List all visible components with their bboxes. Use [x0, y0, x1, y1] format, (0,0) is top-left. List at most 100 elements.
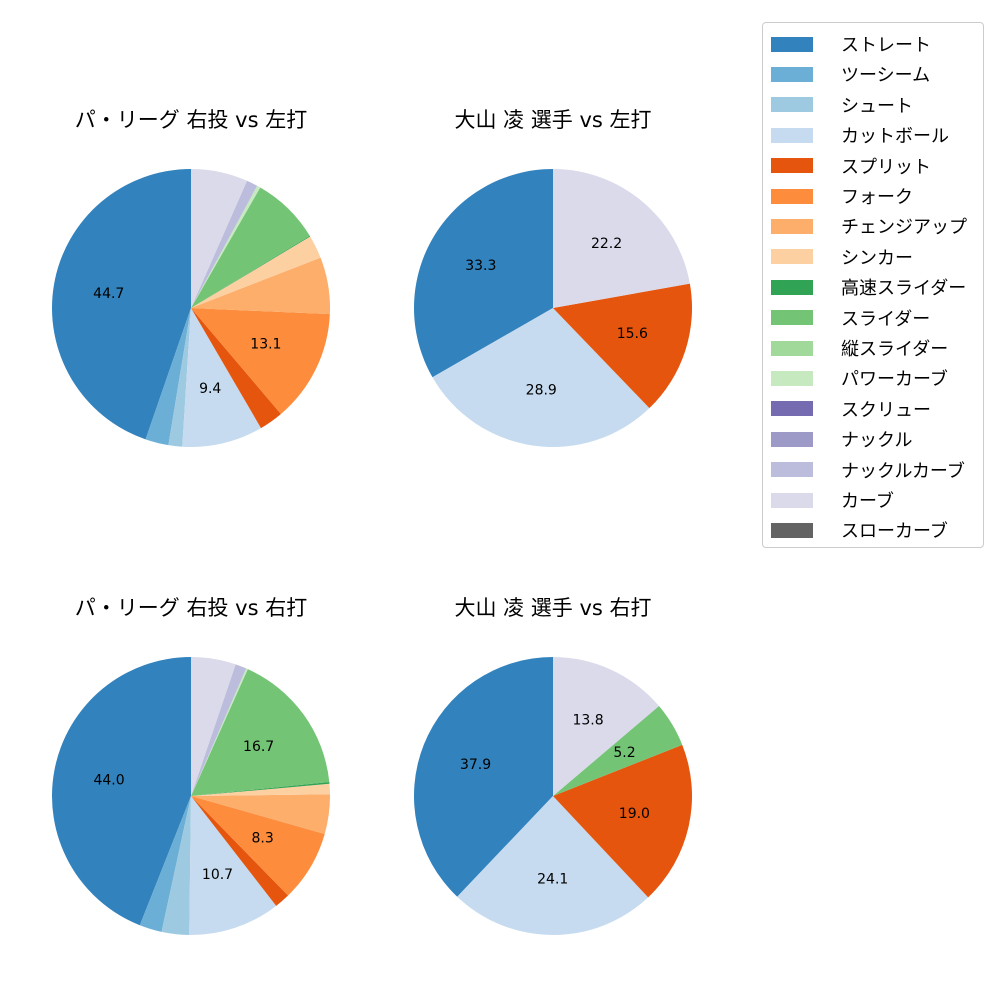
- pie-slice: [191, 308, 281, 429]
- pie-slice: [189, 796, 277, 935]
- pie-slice: [191, 783, 330, 796]
- legend-label: シュート: [841, 95, 913, 117]
- pie-slice: [191, 185, 261, 308]
- legend-label: スローカーブ: [841, 521, 948, 543]
- slice-value-label: 44.7: [93, 286, 124, 302]
- legend-label: スプリット: [841, 156, 931, 178]
- pie-slice: [191, 308, 330, 414]
- legend-item: ストレート: [771, 31, 931, 57]
- chart-title: 大山 凌 選手 vs 右打: [454, 596, 652, 620]
- legend-item: 縦スライダー: [771, 335, 948, 361]
- pie-slice: [191, 187, 310, 308]
- legend-swatch: [771, 522, 813, 538]
- legend-label: シンカー: [841, 247, 913, 269]
- legend-swatch: [771, 401, 813, 417]
- slice-value-label: 13.8: [572, 712, 603, 728]
- pie-slice: [191, 235, 311, 308]
- slice-value-label: 19.0: [619, 806, 650, 822]
- pie-slice: [191, 796, 325, 896]
- pie-slice: [191, 236, 321, 308]
- pie-slice: [432, 308, 650, 448]
- legend-item: シンカー: [771, 244, 913, 270]
- slice-value-label: 5.2: [613, 745, 635, 761]
- legend-item: シュート: [771, 92, 913, 118]
- legend-swatch: [771, 340, 813, 356]
- pie-slice: [182, 308, 262, 447]
- legend-label: ツーシーム: [841, 65, 931, 87]
- pie-slice: [191, 657, 236, 796]
- legend-swatch: [771, 36, 813, 52]
- slice-value-label: 15.6: [617, 326, 648, 342]
- slice-value-label: 10.7: [202, 867, 233, 883]
- pie-slice: [191, 169, 248, 308]
- pie-slice: [553, 657, 659, 796]
- legend-label: 縦スライダー: [841, 339, 949, 360]
- legend-swatch: [771, 97, 813, 113]
- pie-slice: [191, 257, 330, 315]
- pie-slice: [191, 668, 248, 796]
- legend-item: 高速スライダー: [771, 274, 966, 300]
- legend-swatch: [771, 127, 813, 143]
- chart-title: パ・リーグ 右投 vs 左打: [74, 108, 308, 132]
- legend-label: フォーク: [841, 187, 913, 208]
- pie-slice: [168, 308, 191, 447]
- legend-item: ナックルカーブ: [771, 457, 965, 483]
- pie-slice: [191, 782, 330, 796]
- pie-slice: [553, 169, 690, 308]
- legend: ストレートツーシームシュートカットボール スプリットフォークチェンジアップ シンカー…: [762, 22, 984, 548]
- pie-slice: [145, 308, 191, 446]
- legend-swatch: [771, 462, 813, 478]
- pie-slice: [457, 796, 649, 935]
- legend-label: ナックル: [841, 430, 913, 452]
- legend-item: パワーカーブ: [771, 365, 948, 391]
- pie-slice: [191, 796, 289, 906]
- chart-title: パ・リーグ 右投 vs 右打: [74, 596, 308, 620]
- legend-swatch: [771, 370, 813, 386]
- legend-item: ナックル: [771, 426, 912, 452]
- pie-slice: [191, 180, 258, 308]
- pie-slice: [553, 283, 692, 409]
- chart-title: 大山 凌 選手 vs 左打: [454, 108, 652, 132]
- slice-value-label: 16.7: [243, 739, 274, 755]
- slice-value-label: 28.9: [526, 383, 557, 399]
- slice-value-label: 44.0: [93, 772, 124, 788]
- legend-item: チェンジアップ: [771, 213, 967, 239]
- pie-slice: [191, 794, 330, 834]
- pie-slice: [191, 669, 330, 796]
- legend-label: スライダー: [841, 308, 931, 330]
- slice-value-label: 24.1: [537, 871, 568, 887]
- legend-swatch: [771, 218, 813, 234]
- pie-slice: [413, 169, 553, 378]
- legend-label: スクリュー: [841, 399, 931, 421]
- legend-swatch: [771, 188, 813, 204]
- legend-label: チェンジアップ: [841, 217, 967, 239]
- legend-item: カットボール: [771, 122, 949, 148]
- slice-value-label: 9.4: [199, 381, 221, 397]
- legend-item: スライダー: [771, 305, 930, 331]
- legend-item: カーブ: [771, 487, 894, 513]
- legend-swatch: [771, 249, 813, 265]
- legend-label: ストレート: [841, 35, 931, 56]
- legend-swatch: [771, 66, 813, 82]
- legend-label: カットボール: [841, 126, 949, 148]
- legend-label: 高速スライダー: [841, 278, 967, 300]
- pie-slice: [51, 657, 191, 926]
- pie-slice: [139, 796, 191, 932]
- pie-slice: [553, 744, 693, 898]
- pie-slice: [191, 664, 247, 796]
- legend-item: フォーク: [771, 183, 913, 209]
- slice-value-label: 37.9: [460, 757, 491, 773]
- legend-item: スローカーブ: [771, 517, 948, 543]
- legend-swatch: [771, 431, 813, 447]
- pie-slice: [51, 169, 192, 440]
- slice-value-label: 13.1: [250, 337, 281, 353]
- legend-swatch: [771, 492, 813, 508]
- pie-slice: [553, 706, 683, 796]
- legend-item: スクリュー: [771, 396, 931, 422]
- legend-label: ナックルカーブ: [841, 460, 965, 482]
- legend-item: ツーシーム: [771, 61, 930, 87]
